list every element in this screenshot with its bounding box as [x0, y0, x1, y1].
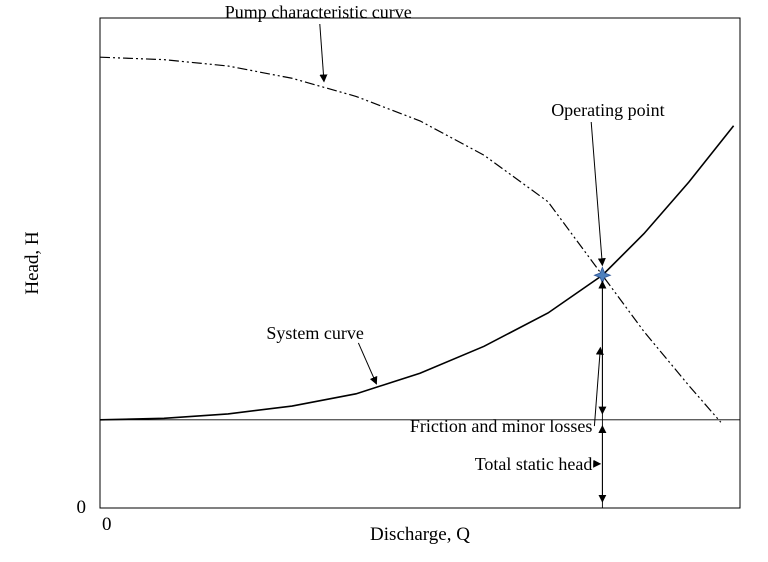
friction_label-label: Friction and minor losses [410, 416, 593, 436]
pump-system-chart: Head, H Discharge, Q 00 Pump characteristic… [0, 0, 768, 562]
origin-x-label: 0 [102, 514, 112, 535]
static_label-label: Total static head [475, 454, 593, 474]
x-axis-label: Discharge, Q [370, 524, 470, 545]
origin-y-label: 0 [77, 497, 87, 518]
system_label-label: System curve [266, 323, 363, 343]
op_label-label: Operating point [551, 100, 664, 120]
pump_label-label: Pump characteristic curve [225, 2, 412, 22]
chart-svg: Head, H Discharge, Q 00 Pump characteristic… [0, 0, 768, 562]
chart-bg [0, 0, 768, 562]
y-axis-label: Head, H [22, 231, 43, 295]
